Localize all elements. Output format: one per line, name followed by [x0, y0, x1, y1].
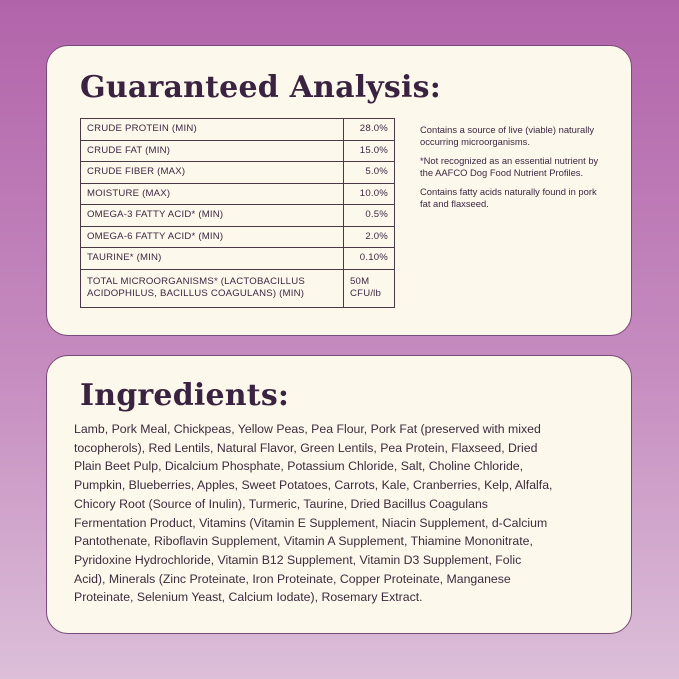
nutrient-value: 0.10% [343, 247, 395, 270]
table-row: MOISTURE (MAX) 10.0% [80, 182, 395, 205]
ingredients-card: Ingredients: Lamb, Pork Meal, Chickpeas,… [46, 355, 632, 634]
nutrient-label: CRUDE FAT (MIN) [80, 139, 344, 162]
analysis-table: CRUDE PROTEIN (MIN) 28.0% CRUDE FAT (MIN) 1… [80, 118, 395, 308]
ingredients-line: Pantothenate, Riboflavin Supplement, Vit… [74, 534, 533, 549]
nutrient-value: 28.0% [343, 118, 395, 141]
table-row: TAURINE* (MIN) 0.10% [80, 247, 395, 270]
guaranteed-analysis-card: Guaranteed Analysis: CRUDE PROTEIN (MIN)… [46, 45, 632, 336]
ingredients-line: Lamb, Pork Meal, Chickpeas, Yellow Peas,… [74, 422, 541, 436]
ingredients-line: Fermentation Product, Vitamins (Vitamin … [74, 515, 548, 530]
ingredients-line: Plain Beet Pulp, Dicalcium Phosphate, Po… [74, 459, 524, 474]
note-fatty-acids: Contains fatty acids naturally found in … [420, 185, 597, 210]
nutrient-label: MOISTURE (MAX) [80, 182, 344, 205]
nutrient-value: 0.5% [343, 204, 395, 227]
nutrient-label: CRUDE PROTEIN (MIN) [80, 118, 344, 141]
nutrient-label: OMEGA-3 FATTY ACID* (MIN) [80, 204, 344, 227]
analysis-title: Guaranteed Analysis: [80, 70, 441, 105]
table-row: OMEGA-6 FATTY ACID* (MIN) 2.0% [80, 225, 395, 248]
ingredients-title: Ingredients: [80, 378, 290, 413]
ingredients-line: Proteinate, Selenium Yeast, Calcium Ioda… [74, 590, 423, 605]
nutrient-value: 5.0% [343, 161, 395, 184]
note-aafco: *Not recognized as an essential nutrient… [420, 154, 599, 179]
ingredients-line: Chicory Root (Source of Inulin), Turmeri… [74, 496, 488, 511]
nutrient-value: 50M CFU/lb [343, 268, 395, 308]
nutrient-label: OMEGA-6 FATTY ACID* (MIN) [80, 225, 344, 248]
table-row: CRUDE PROTEIN (MIN) 28.0% [80, 118, 395, 141]
ingredients-line: tocopherols), Red Lentils, Natural Flavo… [74, 440, 538, 455]
nutrient-value: 10.0% [343, 182, 395, 205]
table-row: TOTAL MICROORGANISMS* (LACTOBACILLUS ACID… [80, 268, 395, 308]
nutrient-value: 2.0% [343, 225, 395, 248]
ingredients-line: Pumpkin, Blueberries, Apples, Sweet Pota… [74, 478, 553, 493]
table-row: CRUDE FIBER (MAX) 5.0% [80, 161, 395, 184]
table-row: OMEGA-3 FATTY ACID* (MIN) 0.5% [80, 204, 395, 227]
table-row: CRUDE FAT (MIN) 15.0% [80, 139, 395, 162]
note-live-microorganisms: Contains a source of live (viable) natur… [420, 124, 595, 148]
analysis-notes: Contains a source of live (viable) natur… [420, 124, 600, 216]
nutrient-label: TOTAL MICROORGANISMS* (LACTOBACILLUS ACID… [80, 268, 344, 308]
ingredients-line: Acid), Minerals (Zinc Proteinate, Iron P… [74, 571, 511, 586]
ingredients-list: Lamb, Pork Meal, Chickpeas, Yellow Peas,… [74, 420, 552, 607]
nutrient-label: TAURINE* (MIN) [80, 247, 344, 270]
nutrient-label: CRUDE FIBER (MAX) [80, 161, 344, 184]
nutrient-value: 15.0% [343, 139, 395, 162]
ingredients-line: Pyridoxine Hydrochloride, Vitamin B12 Su… [74, 552, 522, 567]
